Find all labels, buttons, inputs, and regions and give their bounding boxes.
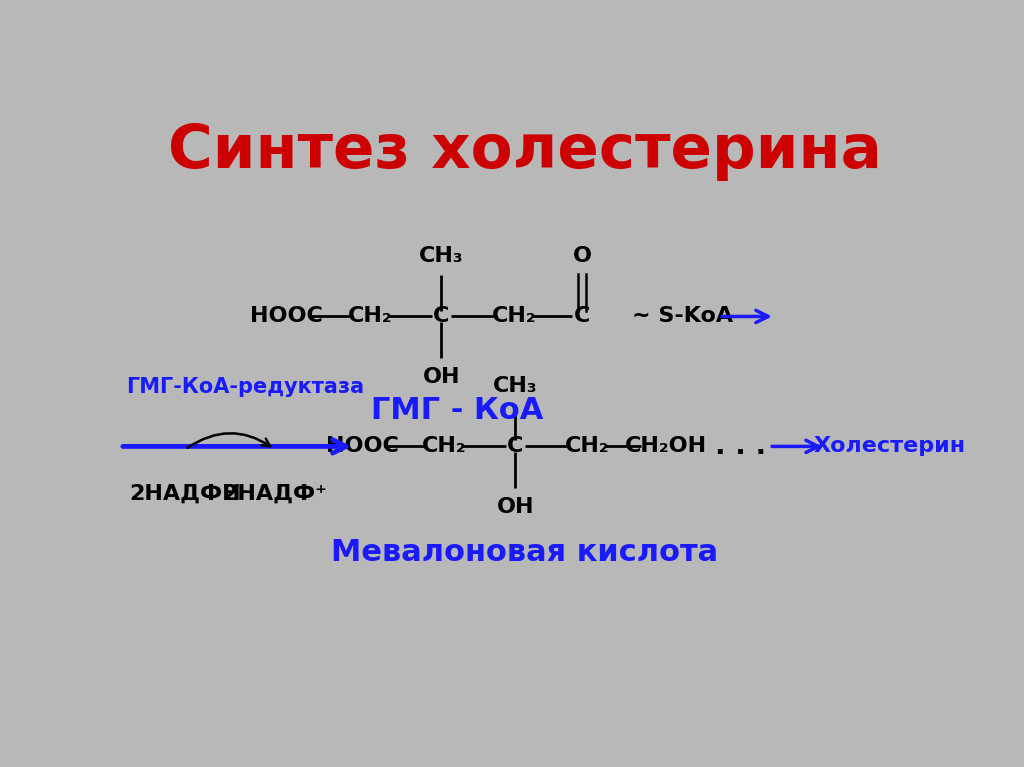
Text: Мевалоновая кислота: Мевалоновая кислота [331,538,719,568]
Text: CH₂: CH₂ [493,307,537,327]
Text: CH₂: CH₂ [422,436,466,456]
Text: CH₂OH: CH₂OH [625,436,708,456]
Text: OH: OH [423,367,460,387]
Text: CH₃: CH₃ [419,245,464,265]
Text: ГМГ-КоА-редуктаза: ГМГ-КоА-редуктаза [126,377,365,397]
Text: . . .: . . . [715,433,766,460]
Text: O: O [572,245,592,265]
Text: C: C [507,436,523,456]
Text: C: C [573,307,590,327]
Text: CH₃: CH₃ [493,376,538,396]
Text: CH₂: CH₂ [564,436,609,456]
Text: OH: OH [497,497,535,517]
Text: ГМГ - КоА: ГМГ - КоА [371,397,544,426]
Text: Холестерин: Холестерин [814,436,966,456]
Text: C: C [433,307,450,327]
Text: HOOC: HOOC [326,436,398,456]
Text: 2НАДФН: 2НАДФН [129,484,241,504]
Text: HOOC: HOOC [250,307,324,327]
Text: CH₂: CH₂ [348,307,392,327]
Text: ~ S-KoA: ~ S-KoA [632,307,733,327]
Text: Синтез холестерина: Синтез холестерина [168,122,882,180]
Text: 2НАДФ⁺: 2НАДФ⁺ [222,484,328,504]
